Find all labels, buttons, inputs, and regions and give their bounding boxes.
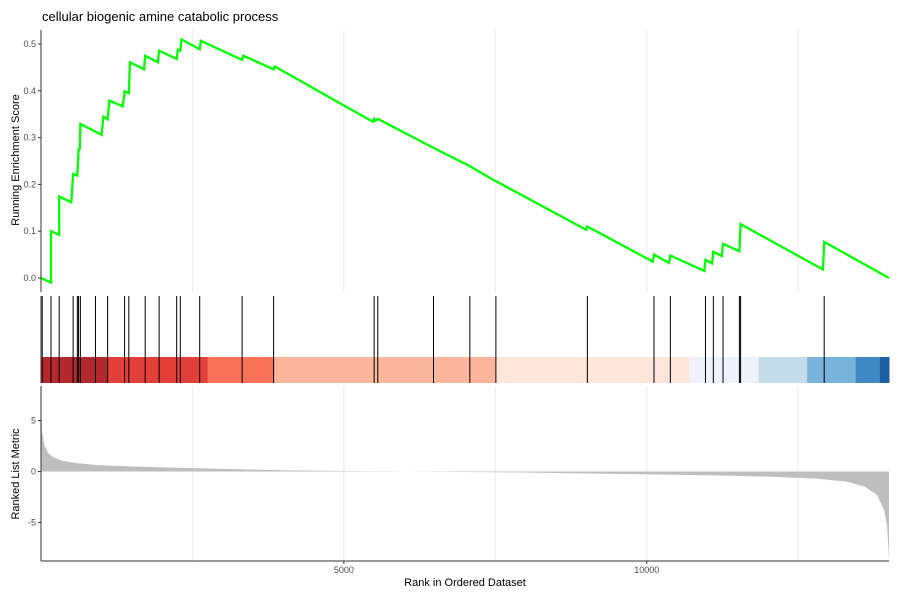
gene-hit-marks: [41, 296, 825, 383]
ranked-metric-y-ticks: 5 0 -5: [28, 416, 41, 527]
running-score-y-ticks: 0.0 0.1 0.2 0.3 0.4 0.5: [23, 39, 41, 283]
running-score-y-tick-label: 0.3: [23, 133, 36, 143]
enrichment-score-line: [40, 37, 890, 285]
running-score-y-tick-label: 0.4: [23, 86, 36, 96]
color-band-segment: [41, 357, 109, 383]
color-band-segment: [207, 357, 275, 383]
running-score-y-tick-label: 0.1: [23, 226, 36, 236]
color-band-segment: [107, 357, 209, 383]
running-score-y-axis-label: Running Enrichment Score: [10, 94, 22, 225]
ranked-metric-y-tick-label: -5: [28, 517, 36, 527]
color-band-segment: [689, 357, 760, 383]
color-band-segment: [495, 357, 690, 383]
running-score-panel: 0.0 0.1 0.2 0.3 0.4 0.5 Running Enrichment Sc…: [10, 30, 890, 292]
gene-hits-panel: [40, 296, 890, 383]
color-band-segment: [758, 357, 808, 383]
ranked-metric-x-ticks: 5000 10000: [334, 561, 659, 575]
x-tick-label: 10000: [634, 565, 659, 575]
x-tick-label: 5000: [334, 565, 354, 575]
ranked-metric-y-tick-label: 0: [31, 466, 36, 476]
color-band-segment: [807, 357, 857, 383]
ranked-color-band: [41, 357, 890, 383]
running-score-y-tick-label: 0.2: [23, 179, 36, 189]
ranked-metric-panel: 5 0 -5 5000 10000 Ranked List Metric Rank i…: [10, 386, 889, 589]
color-band-segment: [855, 357, 881, 383]
running-score-gridlines: [191, 30, 799, 292]
ranked-metric-y-tick-label: 5: [31, 416, 36, 426]
running-score-y-tick-label: 0.0: [23, 273, 36, 283]
running-score-y-tick-label: 0.5: [23, 39, 36, 49]
ranked-metric-area: [41, 402, 889, 560]
color-band-segment: [879, 357, 890, 383]
ranked-metric-y-axis-label: Ranked List Metric: [10, 428, 22, 520]
color-band-segment: [274, 357, 496, 383]
chart-title: cellular biogenic amine catabolic proces…: [42, 9, 279, 24]
x-axis-label: Rank in Ordered Dataset: [404, 577, 526, 589]
